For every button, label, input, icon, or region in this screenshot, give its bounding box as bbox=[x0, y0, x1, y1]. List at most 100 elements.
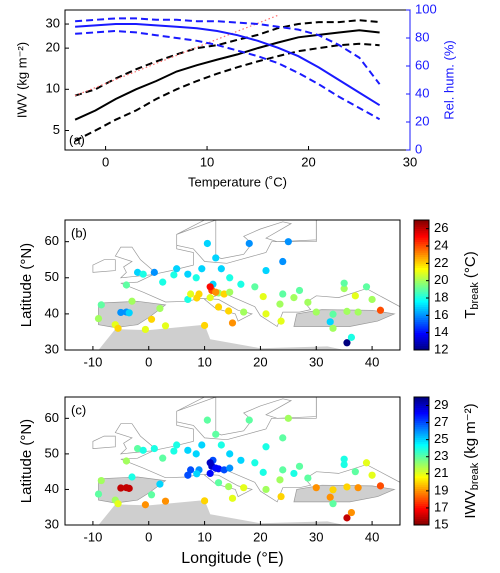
colorbar-label-sub: break bbox=[469, 462, 481, 490]
x-tick-label: 20 bbox=[253, 354, 267, 369]
station bbox=[170, 271, 178, 279]
y-tick-label: 10 bbox=[46, 81, 60, 96]
station bbox=[340, 279, 348, 287]
station bbox=[329, 500, 337, 508]
colorbar-strip bbox=[414, 332, 429, 336]
station bbox=[97, 476, 105, 485]
colorbar-strip bbox=[414, 486, 429, 490]
station bbox=[159, 454, 167, 462]
station bbox=[170, 447, 178, 455]
x-tick-label: 0 bbox=[102, 154, 109, 169]
station bbox=[329, 324, 337, 332]
colorbar-strip bbox=[414, 490, 429, 494]
station bbox=[295, 286, 304, 295]
station bbox=[277, 317, 285, 325]
data-line bbox=[74, 14, 279, 97]
station bbox=[187, 290, 195, 298]
colorbar-strip bbox=[414, 343, 429, 346]
colorbar-strip bbox=[414, 405, 429, 408]
colorbar-strip bbox=[414, 441, 429, 445]
station bbox=[279, 434, 287, 442]
coast-ireland bbox=[92, 259, 116, 273]
station bbox=[206, 469, 214, 478]
station bbox=[354, 484, 362, 492]
station bbox=[212, 430, 220, 438]
station bbox=[290, 294, 298, 302]
colorbar-strip bbox=[414, 494, 429, 498]
colorbar-tick-label: 23 bbox=[434, 448, 448, 463]
x-tick-label: 20 bbox=[301, 154, 315, 169]
colorbar-strip bbox=[414, 496, 429, 500]
station bbox=[94, 490, 103, 498]
colorbar-strip bbox=[414, 271, 429, 275]
colorbar-strip bbox=[414, 479, 429, 483]
colorbar-strip bbox=[414, 334, 429, 338]
colorbar-strip bbox=[414, 456, 429, 460]
station bbox=[117, 484, 125, 492]
x-tick-label: 40 bbox=[365, 529, 379, 544]
station bbox=[226, 274, 234, 282]
y-tick-label: 50 bbox=[45, 269, 59, 284]
colorbar-strip bbox=[414, 241, 429, 245]
colorbar-strip bbox=[414, 435, 429, 438]
station bbox=[354, 308, 362, 316]
data-line bbox=[74, 29, 380, 121]
colorbar-strip bbox=[414, 280, 429, 284]
colorbar-strip bbox=[414, 447, 429, 451]
colorbar-tick-label: 14 bbox=[434, 324, 448, 339]
station bbox=[343, 307, 351, 315]
station bbox=[184, 446, 192, 454]
x-tick-label: -10 bbox=[84, 354, 103, 369]
colorbar-strip bbox=[414, 467, 429, 470]
colorbar-strip bbox=[414, 336, 429, 340]
colorbar-strip bbox=[414, 507, 429, 511]
colorbar-strip bbox=[414, 458, 429, 462]
y2-tick-label: 60 bbox=[415, 57, 429, 72]
station bbox=[150, 268, 158, 276]
colorbar-strip bbox=[414, 306, 429, 310]
x-tick-label: 20 bbox=[253, 529, 267, 544]
station bbox=[139, 270, 147, 278]
y-tick-label: 40 bbox=[45, 481, 59, 496]
colorbar-strip bbox=[414, 289, 429, 292]
colorbar-strip bbox=[414, 471, 429, 475]
station bbox=[329, 486, 337, 494]
colorbar-strip bbox=[414, 347, 429, 351]
colorbar-strip bbox=[414, 276, 429, 279]
station bbox=[141, 501, 149, 509]
coast-europe bbox=[120, 220, 400, 328]
colorbar-strip bbox=[414, 450, 429, 453]
colorbar-strip bbox=[414, 484, 429, 487]
station bbox=[351, 292, 359, 300]
station bbox=[206, 294, 214, 302]
colorbar-strip bbox=[414, 469, 429, 472]
data-line bbox=[75, 17, 381, 85]
station bbox=[326, 493, 334, 501]
colorbar-strip bbox=[414, 230, 429, 234]
station bbox=[125, 484, 133, 492]
station bbox=[368, 295, 376, 304]
colorbar-strip bbox=[414, 428, 429, 432]
colorbar-strip bbox=[414, 302, 429, 305]
colorbar-strip bbox=[414, 420, 429, 423]
station bbox=[97, 301, 105, 309]
colorbar-tick-label: 19 bbox=[434, 482, 448, 497]
y-axis-label: IWV (kg m⁻²) bbox=[14, 42, 29, 118]
colorbar-strip bbox=[414, 509, 429, 513]
y2-tick-label: 40 bbox=[415, 85, 429, 100]
station bbox=[214, 303, 223, 311]
station bbox=[133, 268, 142, 276]
station bbox=[340, 455, 348, 463]
station bbox=[224, 307, 233, 315]
x-tick-label: -10 bbox=[84, 529, 103, 544]
colorbar-strip bbox=[414, 477, 429, 481]
colorbar-strip bbox=[414, 263, 429, 266]
y-tick-label: 40 bbox=[45, 305, 59, 320]
station bbox=[228, 319, 237, 327]
station bbox=[343, 483, 351, 491]
colorbar-strip bbox=[414, 247, 429, 251]
colorbar-strip bbox=[414, 239, 429, 242]
plot-area bbox=[74, 14, 381, 142]
map-area bbox=[65, 220, 400, 350]
data-line bbox=[74, 19, 380, 97]
